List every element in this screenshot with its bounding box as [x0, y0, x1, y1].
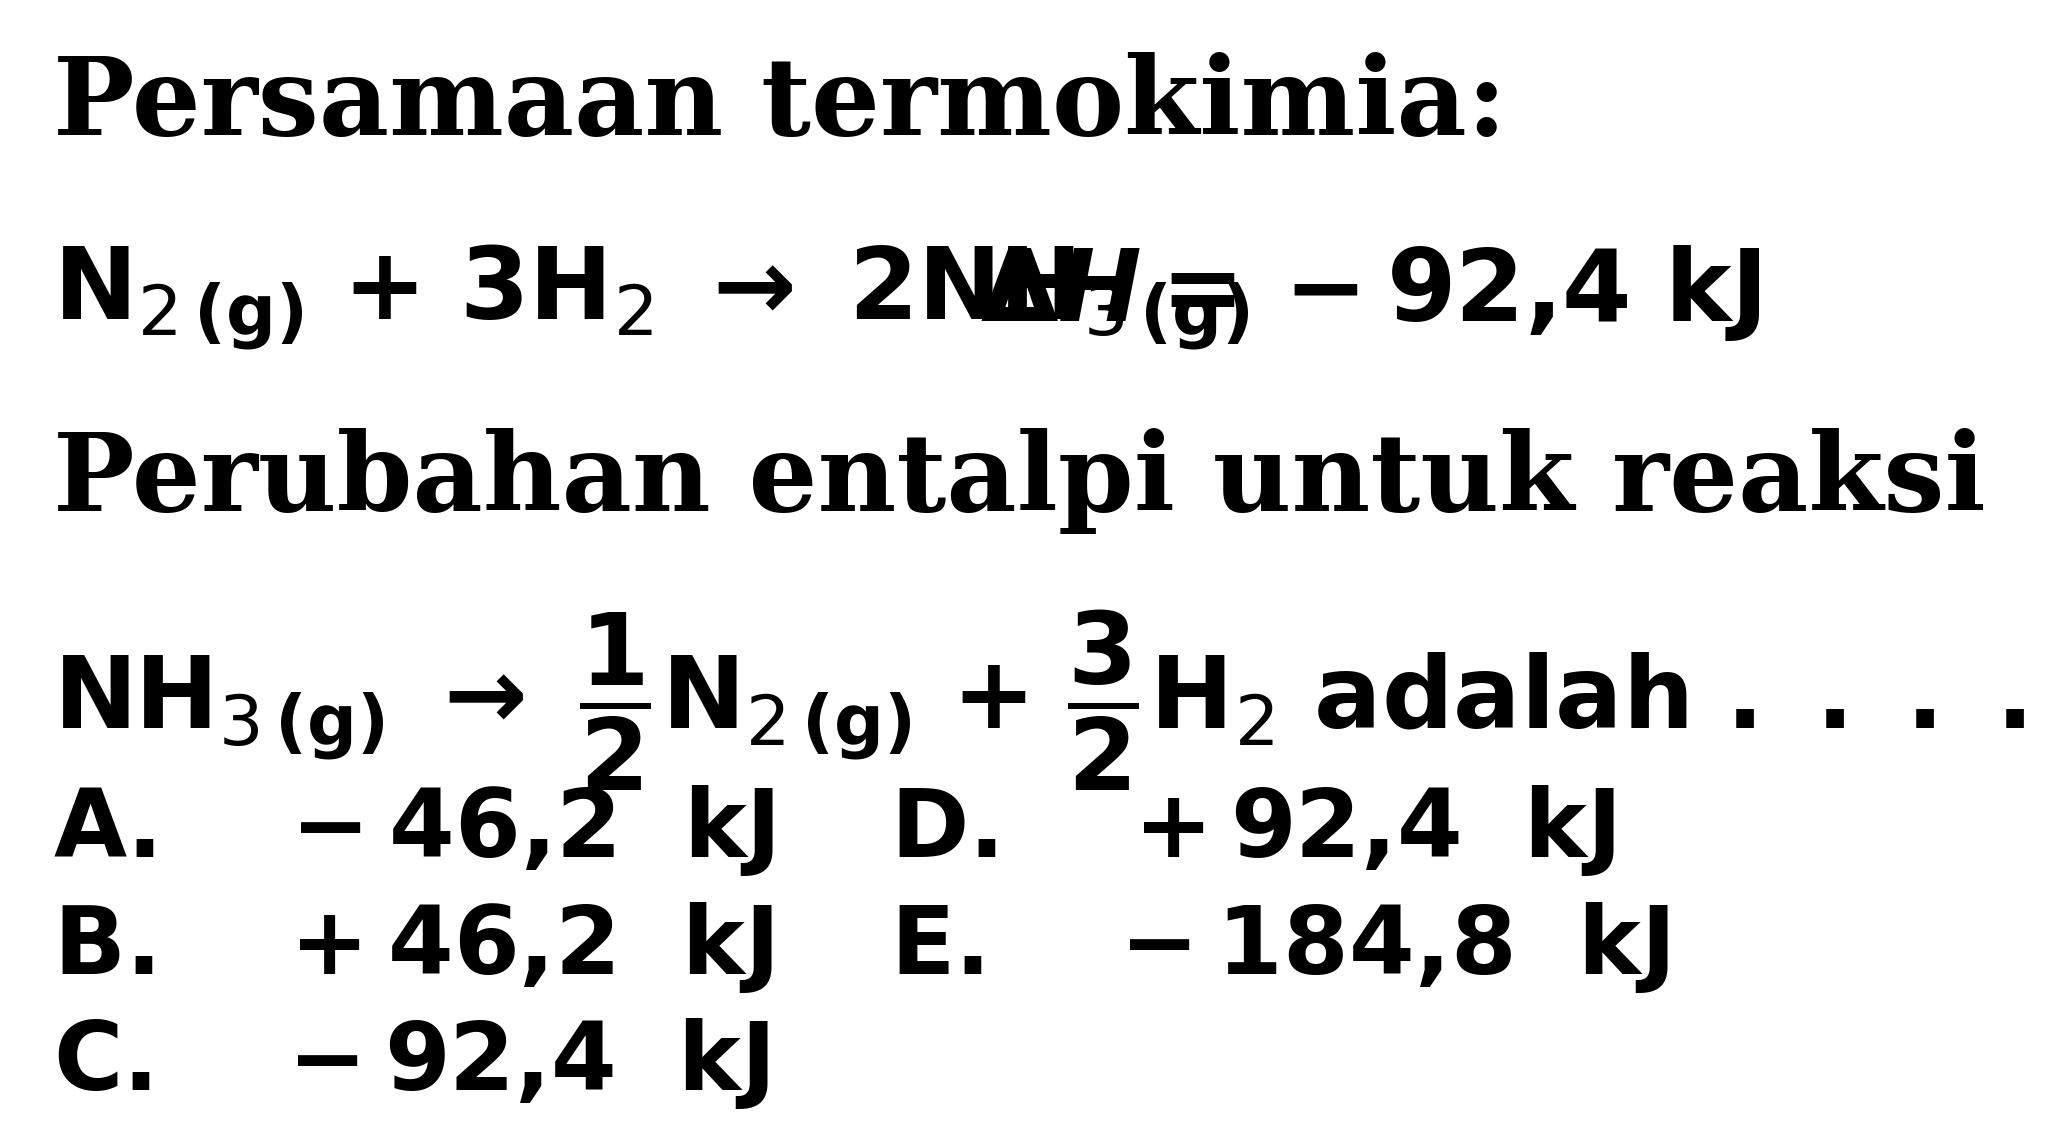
Text: Persamaan termokimia:: Persamaan termokimia: [54, 52, 1507, 157]
Text: $\mathbf{E.\ \ \ -184{,}8\ \ kJ}$: $\mathbf{E.\ \ \ -184{,}8\ \ kJ}$ [889, 899, 1668, 995]
Text: Perubahan entalpi untuk reaksi: Perubahan entalpi untuk reaksi [54, 428, 1986, 534]
Text: $\mathbf{B.\ \ \ +46{,}2\ \ kJ}$: $\mathbf{B.\ \ \ +46{,}2\ \ kJ}$ [54, 899, 773, 995]
Text: $\mathbf{NH}_{3\,\mathbf{(g)}}\ \mathbf{\rightarrow}\ \dfrac{\mathbf{1}}{\mathbf: $\mathbf{NH}_{3\,\mathbf{(g)}}\ \mathbf{… [54, 608, 2026, 794]
Text: $\mathbf{\Delta}\boldsymbol{H}\mathbf{= -92{,}4\ kJ}$: $\mathbf{\Delta}\boldsymbol{H}\mathbf{= … [980, 243, 1761, 343]
Text: $\mathbf{D.\ \ \ +92{,}4\ \ kJ}$: $\mathbf{D.\ \ \ +92{,}4\ \ kJ}$ [889, 783, 1614, 878]
Text: $\mathbf{N}_{2\,\mathbf{(g)}}\ \mathbf{+\ 3H}_{2}\ \mathbf{\rightarrow}\ \mathbf: $\mathbf{N}_{2\,\mathbf{(g)}}\ \mathbf{+… [54, 243, 1251, 352]
Text: $\mathbf{C.\ \ \ -92{,}4\ \ kJ}$: $\mathbf{C.\ \ \ -92{,}4\ \ kJ}$ [54, 1016, 769, 1112]
Text: $\mathbf{A.\ \ \ -46{,}2\ \ kJ}$: $\mathbf{A.\ \ \ -46{,}2\ \ kJ}$ [54, 783, 775, 878]
